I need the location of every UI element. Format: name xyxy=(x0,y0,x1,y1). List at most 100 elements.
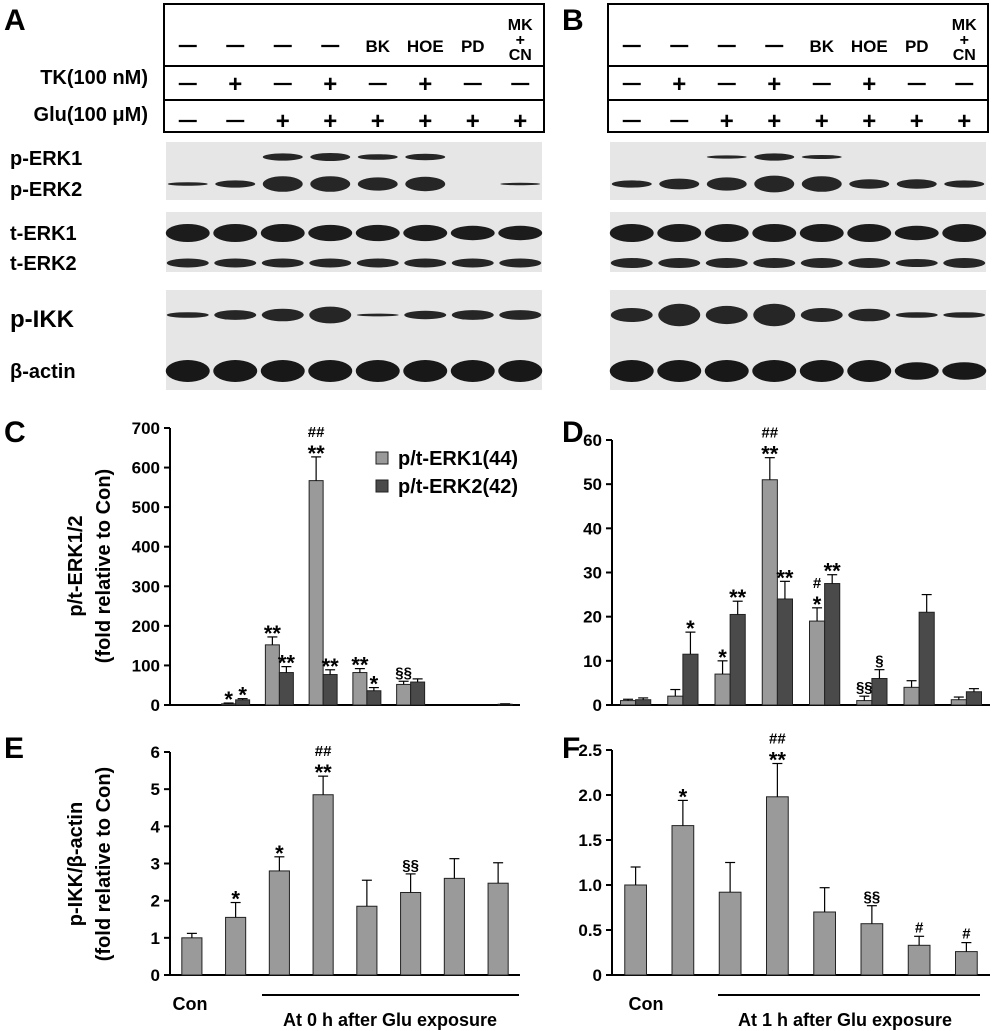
blot-band xyxy=(848,258,891,268)
x-caption-0h: At 0 h after Glu exposure xyxy=(283,1010,497,1030)
blot-band xyxy=(657,360,702,382)
blot-plus: + xyxy=(957,108,971,135)
bar xyxy=(761,479,778,706)
y-tick-label: 100 xyxy=(132,656,160,675)
blot-plus: + xyxy=(767,108,781,135)
blot-band xyxy=(753,258,796,268)
blot-panel: BK HOE PD + + + + + + + + + xyxy=(163,3,545,390)
significance-mark: ** xyxy=(278,651,296,676)
significance-mark: ## xyxy=(769,731,786,748)
y-axis-label-bottom-sub: (fold relative to Con) xyxy=(93,767,115,961)
y-tick-label: 0 xyxy=(593,966,602,985)
blot-header-box xyxy=(607,3,989,133)
blot-band xyxy=(403,224,448,242)
blot-band xyxy=(610,258,653,268)
blot-band xyxy=(609,224,654,242)
bar xyxy=(487,882,509,976)
x-label-con-right: Con xyxy=(629,994,664,1014)
blot-band xyxy=(801,155,842,159)
blot-header-label-line: CN xyxy=(953,47,976,64)
blot-band xyxy=(405,176,446,192)
legend-swatch-erk2 xyxy=(375,479,389,493)
significance-mark: ** xyxy=(315,760,333,785)
blot-band xyxy=(451,310,494,320)
blot-band xyxy=(165,360,210,382)
bar xyxy=(322,674,338,706)
bar xyxy=(871,678,888,706)
significance-mark: ** xyxy=(729,585,747,610)
blot-label-p-ikk: p-IKK xyxy=(10,306,75,333)
y-tick-label: 60 xyxy=(583,431,602,450)
blot-label-b-actin: β-actin xyxy=(10,361,76,383)
significance-mark: ## xyxy=(315,743,332,760)
significance-mark: * xyxy=(370,672,379,697)
blot-plus: + xyxy=(323,108,337,135)
blot-band xyxy=(357,154,398,160)
significance-mark: §§ xyxy=(395,664,412,681)
blot-plus: + xyxy=(276,108,290,135)
blot-band xyxy=(165,224,210,242)
bar xyxy=(907,944,931,976)
bar xyxy=(729,613,746,706)
x-label-con: Con xyxy=(173,994,208,1014)
significance-mark: ** xyxy=(824,559,842,584)
blot-label-p-erk2: p-ERK2 xyxy=(10,179,82,201)
significance-mark: ** xyxy=(351,653,369,678)
y-tick-label: 30 xyxy=(583,564,602,583)
panel-label-f: F xyxy=(562,732,581,765)
blot-header-label-line: CN xyxy=(509,47,532,64)
significance-mark: * xyxy=(275,841,284,866)
legend-label-erk1: p/t-ERK1(44) xyxy=(398,448,518,470)
bar xyxy=(903,686,920,706)
significance-mark: * xyxy=(231,887,240,912)
blot-band xyxy=(310,176,351,192)
blot-plus: + xyxy=(418,71,432,98)
blot-row-label-glu: Glu(100 μM) xyxy=(34,104,148,126)
y-tick-label: 1 xyxy=(151,929,160,948)
panel-label-d: D xyxy=(562,416,584,449)
blot-plus: + xyxy=(862,71,876,98)
y-axis-label-top-sub: (fold relative to Con) xyxy=(93,469,115,663)
blot-band xyxy=(609,360,654,382)
blot-band xyxy=(942,224,987,242)
blot-band xyxy=(355,360,400,382)
significance-mark: * xyxy=(679,784,688,809)
blot-band xyxy=(799,360,844,382)
blot-header-label: PD xyxy=(905,37,929,56)
blot-band xyxy=(215,180,256,188)
bar xyxy=(624,884,647,976)
significance-mark: ** xyxy=(776,565,794,590)
blot-band xyxy=(404,310,447,320)
blot-band xyxy=(498,360,543,382)
blot-band xyxy=(706,177,747,191)
significance-mark: * xyxy=(686,616,695,641)
blot-band xyxy=(895,259,938,267)
blot-band xyxy=(847,360,892,382)
blot-header-label: BK xyxy=(365,37,390,56)
blot-plus: + xyxy=(815,108,829,135)
panel-label-a: A xyxy=(4,4,26,37)
y-tick-label: 0 xyxy=(151,696,160,715)
y-tick-label: 20 xyxy=(583,608,602,627)
bar xyxy=(635,699,652,706)
blot-band xyxy=(610,308,653,322)
bar xyxy=(776,598,793,706)
bar xyxy=(268,870,290,976)
significance-mark: ** xyxy=(761,442,779,467)
blot-band xyxy=(310,153,351,161)
blot-band xyxy=(261,258,304,268)
blot-band xyxy=(214,310,257,320)
bar xyxy=(766,796,789,976)
y-tick-label: 2 xyxy=(151,892,160,911)
blot-band xyxy=(355,224,400,242)
blot-band xyxy=(657,224,702,242)
blot-band xyxy=(752,360,797,382)
blot-band xyxy=(403,360,448,382)
bar xyxy=(620,700,637,706)
blot-label-t-erk1: t-ERK1 xyxy=(10,223,77,245)
blot-plus: + xyxy=(720,108,734,135)
blot-band xyxy=(754,153,795,161)
significance-mark: # xyxy=(915,919,924,936)
x-caption-1h: At 1 h after Glu exposure xyxy=(738,1010,952,1030)
